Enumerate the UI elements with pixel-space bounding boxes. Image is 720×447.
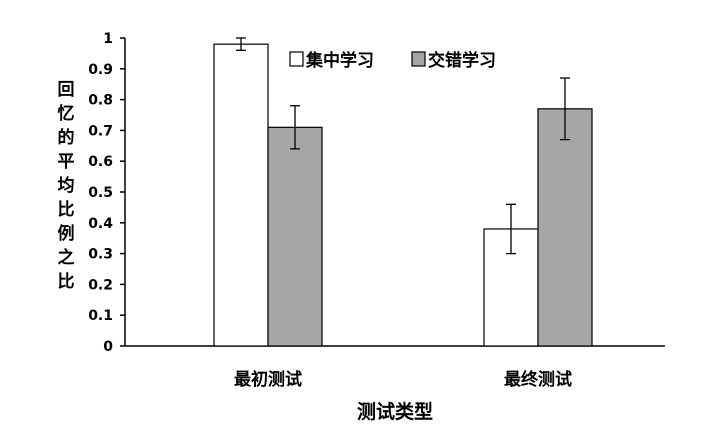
bar-massed-1 [213,43,269,347]
y-tick-label: 0 [103,339,113,355]
bar-interleaved-2 [537,108,593,347]
y-axis-label-char: 均 [58,175,75,196]
legend-label-massed: 集中学习 [305,50,374,71]
category-label: 最初测试 [234,369,302,390]
bars [213,43,593,347]
legend-label-interleaved: 交错学习 [428,50,496,71]
y-tick-label: 0.9 [88,62,113,78]
y-axis-label-char: 忆 [58,103,75,124]
y-axis-label-char: 比 [58,199,75,220]
bar-interleaved-1 [267,126,323,347]
legend: 集中学习 交错学习 [289,50,496,71]
y-tick-label: 0.5 [88,185,113,201]
y-axis-label-char: 比 [58,271,75,292]
category-labels: 最初测试 最终测试 [234,369,572,390]
y-tick-label: 0.4 [88,216,113,232]
y-axis-label-char: 例 [58,223,75,244]
y-tick-label: 0.2 [88,277,113,293]
y-axis-label-char: 回 [58,80,75,100]
y-tick-label: 0.3 [88,247,113,263]
x-axis-label: 测试类型 [357,400,433,423]
y-tick-label: 1 [103,31,113,47]
y-axis-label: 回忆的平均比例之比 [58,80,75,292]
y-tick-label: 0.1 [88,308,113,324]
category-label: 最终测试 [504,369,572,390]
legend-swatch-interleaved [411,51,426,67]
y-tick-label: 0.8 [88,93,113,109]
error-bars [236,37,570,255]
y-tick-label: 0.6 [88,154,113,170]
y-axis-label-char: 平 [58,152,75,172]
y-axis-label-char: 之 [58,247,75,268]
y-tick-label: 0.7 [88,123,113,139]
y-ticks: 0 0.1 0.2 0.3 0.4 0.5 0.6 0.7 0.8 0.9 1 [88,31,125,355]
y-axis-label-char: 的 [58,127,75,148]
legend-swatch-massed [289,51,304,67]
